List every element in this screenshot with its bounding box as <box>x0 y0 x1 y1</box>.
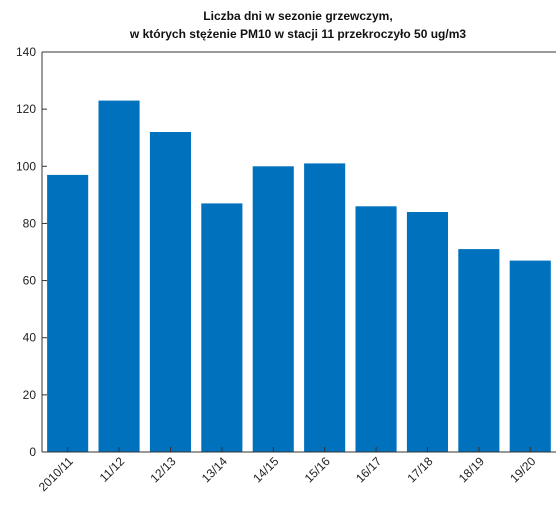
x-tick-label: 19/20 <box>507 454 538 485</box>
x-tick-label: 16/17 <box>353 454 384 485</box>
x-tick-label: 18/19 <box>456 454 487 485</box>
bar-16-17 <box>355 206 397 452</box>
y-tick-label: 80 <box>23 216 37 230</box>
bar-14-15 <box>252 166 294 453</box>
bar-18-19 <box>458 249 500 452</box>
y-tick-label: 20 <box>23 388 37 402</box>
x-tick-label: 12/13 <box>147 454 178 485</box>
y-tick-label: 0 <box>29 445 36 459</box>
x-tick-label: 11/12 <box>97 454 128 485</box>
plot-area: 0 20 40 60 80 100 120 140 2010/11 11/12 12/13 13/14… <box>16 45 556 494</box>
bar-11-12 <box>98 100 140 452</box>
y-tick-label: 140 <box>16 45 36 59</box>
bar-12-13 <box>149 132 191 452</box>
bar-13-14 <box>201 203 243 452</box>
chart-title: Liczba dni w sezonie grzewczym, <box>203 9 392 23</box>
x-tick-label: 17/18 <box>404 454 435 485</box>
chart-subtitle: w których stężenie PM10 w stacji 11 prze… <box>129 27 466 41</box>
y-tick-label: 100 <box>16 159 36 173</box>
y-tick-label: 120 <box>16 102 36 116</box>
bar-2010-11 <box>47 174 89 452</box>
y-tick-label: 40 <box>23 331 37 345</box>
x-tick-label: 14/15 <box>250 454 281 485</box>
bar-19-20 <box>509 260 551 452</box>
x-tick-label: 13/14 <box>199 454 230 485</box>
y-tick-label: 60 <box>23 274 37 288</box>
x-tick-label: 2010/11 <box>36 454 76 494</box>
bar-15-16 <box>304 163 346 452</box>
bar-17-18 <box>406 212 448 452</box>
x-tick-label: 15/16 <box>302 454 333 485</box>
